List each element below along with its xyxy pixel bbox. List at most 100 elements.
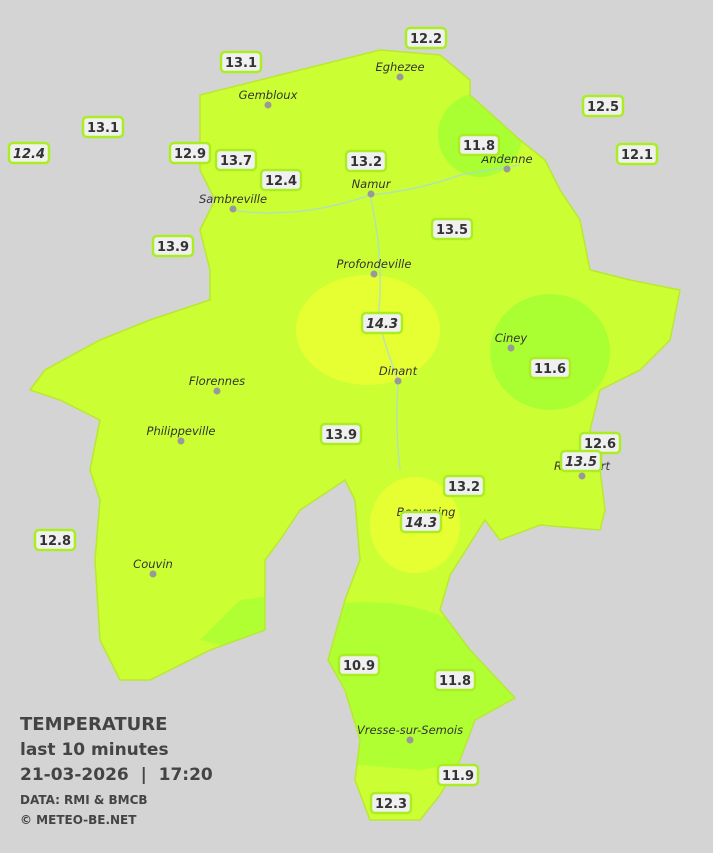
- station-value: 12.2: [410, 32, 442, 47]
- town-dot: [367, 190, 375, 198]
- station-value: 11.9: [442, 769, 474, 784]
- station-value: 13.1: [225, 56, 257, 71]
- town-label: Profondeville: [337, 257, 412, 271]
- town-dot: [406, 736, 414, 744]
- station-box: [344, 149, 388, 173]
- station-box: [337, 653, 381, 677]
- town-label: Florennes: [189, 374, 245, 388]
- town-dot: [507, 344, 515, 352]
- station-box: [528, 356, 572, 380]
- station-value: 13.7: [220, 154, 252, 169]
- station: 13.5: [559, 449, 603, 473]
- station: 13.1: [219, 50, 263, 74]
- station: 13.2: [344, 149, 388, 173]
- station-value: 12.3: [375, 797, 407, 812]
- station-value: 13.9: [157, 240, 189, 255]
- station-value: 14.3: [405, 516, 437, 531]
- station-value: 11.6: [534, 362, 566, 377]
- town-dot: [229, 205, 237, 213]
- legend-subtitle: last 10 minutes: [20, 740, 169, 760]
- station-box: [369, 791, 413, 815]
- station: 13.9: [319, 422, 363, 446]
- town-dot: [396, 73, 404, 81]
- station-value: 11.8: [463, 139, 495, 154]
- station-value: 13.2: [350, 155, 382, 170]
- station: 12.1: [615, 142, 659, 166]
- station-box: [399, 510, 443, 534]
- legend-source: DATA: RMI & BMCB: [20, 793, 148, 807]
- town-dot: [177, 437, 185, 445]
- town-label: Vresse-sur-Semois: [357, 723, 463, 737]
- town-label: Gembloux: [239, 88, 298, 102]
- station-value: 12.8: [39, 534, 71, 549]
- station: 11.8: [457, 133, 501, 157]
- station-box: [581, 94, 625, 118]
- station-box: [219, 50, 263, 74]
- station: 12.3: [369, 791, 413, 815]
- station: 11.9: [436, 763, 480, 787]
- station-value: 13.1: [87, 121, 119, 136]
- station: 10.9: [337, 653, 381, 677]
- station-value: 14.3: [366, 317, 398, 332]
- station-box: [319, 422, 363, 446]
- legend-copyright: © METEO-BE.NET: [20, 813, 137, 827]
- station-value: 12.4: [265, 174, 297, 189]
- station-box: [430, 217, 474, 241]
- station-box: [33, 528, 77, 552]
- station: 12.2: [404, 26, 448, 50]
- town-dot: [394, 377, 402, 385]
- station-box: [259, 168, 303, 192]
- station-box: [404, 26, 448, 50]
- station-box: [442, 474, 486, 498]
- town-dot: [264, 101, 272, 109]
- station-value: 11.8: [439, 674, 471, 689]
- station: 13.5: [430, 217, 474, 241]
- station-value: 12.4: [13, 147, 45, 162]
- station: 14.3: [360, 311, 404, 335]
- station: 13.2: [442, 474, 486, 498]
- station: 12.5: [581, 94, 625, 118]
- town-dot: [149, 570, 157, 578]
- town-label: Namur: [352, 177, 392, 191]
- station-value: 13.5: [565, 455, 597, 470]
- town-label: Couvin: [133, 557, 173, 571]
- station-value: 13.5: [436, 223, 468, 238]
- station-box: [457, 133, 501, 157]
- station-box: [7, 141, 51, 165]
- station: 13.7: [214, 148, 258, 172]
- town-label: Sambreville: [199, 192, 267, 206]
- station: 12.8: [33, 528, 77, 552]
- station: 13.1: [81, 115, 125, 139]
- town-label: Philippeville: [147, 424, 216, 438]
- station-box: [214, 148, 258, 172]
- station-box: [360, 311, 404, 335]
- station-value: 12.9: [174, 147, 206, 162]
- station-box: [615, 142, 659, 166]
- station: 11.6: [528, 356, 572, 380]
- station-value: 13.2: [448, 480, 480, 495]
- station-value: 12.6: [584, 437, 616, 452]
- station-value: 10.9: [343, 659, 375, 674]
- station-box: [168, 141, 212, 165]
- station-value: 12.5: [587, 100, 619, 115]
- town-label: Ciney: [495, 331, 528, 345]
- legend-title: TEMPERATURE: [20, 714, 167, 735]
- station: 12.4: [7, 141, 51, 165]
- legend-datetime: 21-03-2026 | 17:20: [20, 765, 213, 785]
- station: 14.3: [399, 510, 443, 534]
- station: 12.9: [168, 141, 212, 165]
- town-dot: [370, 270, 378, 278]
- town-dot: [503, 165, 511, 173]
- station-box: [81, 115, 125, 139]
- station: 11.8: [433, 668, 477, 692]
- station: 12.4: [259, 168, 303, 192]
- town-dot: [213, 387, 221, 395]
- station-box: [559, 449, 603, 473]
- station-box: [436, 763, 480, 787]
- town-dot: [578, 472, 586, 480]
- labels: EghezeeGemblouxAndenneNamurSambrevillePr…: [7, 26, 659, 815]
- station-box: [433, 668, 477, 692]
- station-value: 12.1: [621, 148, 653, 163]
- station-box: [151, 234, 195, 258]
